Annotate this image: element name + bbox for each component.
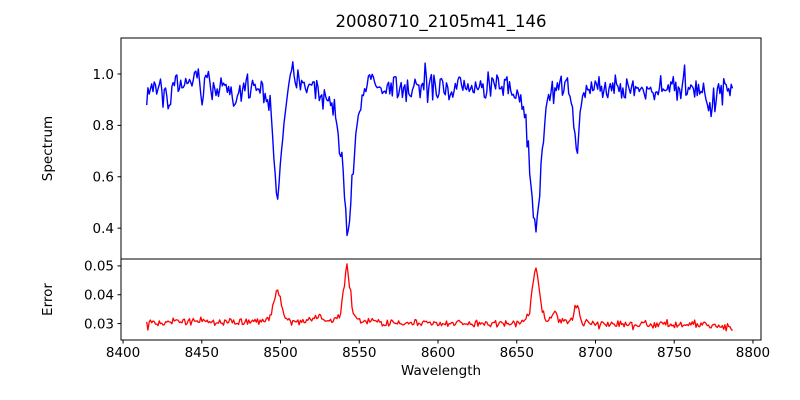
spectrum-y-tick-label: 0.8 — [93, 118, 114, 134]
spectrum-data-line — [146, 61, 734, 237]
error-y-tick-label: 0.05 — [84, 259, 114, 275]
spectrum-y-tick-label: 0.6 — [93, 170, 114, 186]
x-tick-label: 8500 — [263, 345, 297, 361]
error-y-tick-label: 0.03 — [84, 316, 114, 332]
x-tick-label: 8700 — [578, 345, 612, 361]
x-tick-label: 8800 — [736, 345, 770, 361]
error-data-line — [146, 263, 733, 332]
x-tick-label: 8400 — [106, 345, 140, 361]
x-axis-label: Wavelength — [401, 363, 481, 379]
spectrum-y-tick-label: 0.4 — [93, 221, 114, 237]
chart-title: 20080710_2105m41_146 — [335, 12, 546, 32]
x-tick-label: 8450 — [185, 345, 219, 361]
x-tick-label: 8750 — [657, 345, 691, 361]
spectrum-y-tick-label: 1.0 — [93, 67, 114, 83]
x-tick-label: 8550 — [342, 345, 376, 361]
x-tick-label: 8600 — [421, 345, 455, 361]
error-y-tick-label: 0.04 — [84, 288, 114, 304]
x-tick-label: 8650 — [500, 345, 534, 361]
spectrum-axis-label: Spectrum — [40, 116, 56, 181]
error-axis-label: Error — [40, 283, 56, 316]
error-panel-frame — [120, 258, 762, 341]
